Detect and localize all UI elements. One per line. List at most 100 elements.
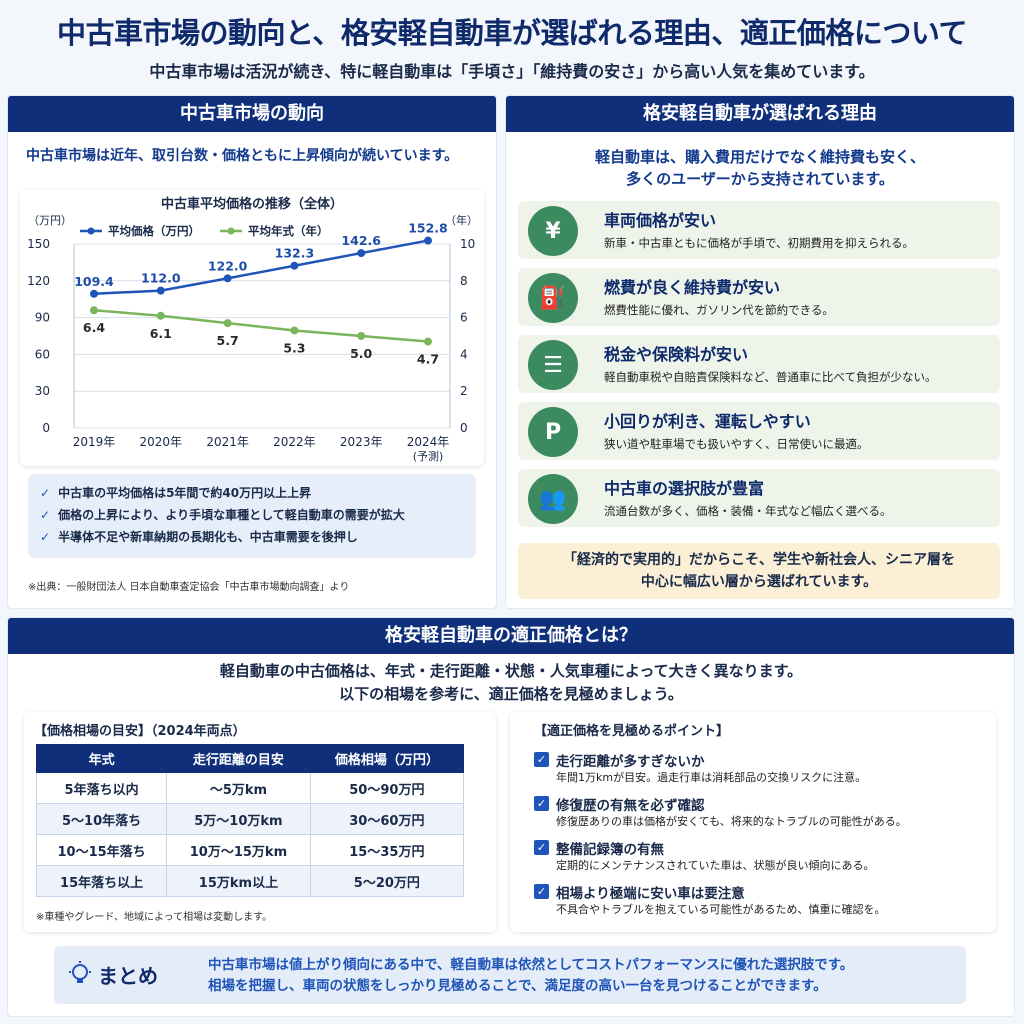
x-tick-label: 2020年 <box>140 435 183 449</box>
y-right-tick-label: 8 <box>460 274 468 288</box>
y-right-tick-label: 4 <box>460 347 468 361</box>
point-desc: 不具合やトラブルを抱えている可能性があるため、慎重に確認を。 <box>556 903 886 916</box>
reason-desc: 軽自動車税や自賠責保険料など、普通車に比べて負担が少ない。 <box>604 370 937 384</box>
y-left-tick-label: 0 <box>42 421 50 435</box>
check-icon: ✓ <box>40 486 51 500</box>
table-note: ※車種やグレード、地域によって相場は変動します。 <box>36 912 273 923</box>
checkbox-icon: ✓ <box>534 884 549 899</box>
reason-desc: 流通台数が多く、価格・装備・年式など幅広く選べる。 <box>604 504 892 518</box>
table-row: 15年落ち以上 15万km以上 5〜20万円 <box>35 865 465 897</box>
point-title: 走行距離が多すぎないか <box>556 754 705 770</box>
reasons-note: 「経済的で実用的」だからこそ、学生や新社会人、シニア層を 中心に幅広い層から選ば… <box>518 543 1000 599</box>
data-label: 152.8 <box>408 221 448 236</box>
pricing-lead-line: 以下の相場を参考に、適正価格を見極めましょう。 <box>339 685 683 703</box>
table-cell: 15〜35万円 <box>309 834 465 866</box>
chart-svg: 中古車平均価格の推移（全体） （万円） （年） 平均価格（万円） 平均年式（年） 0 30 6… <box>27 196 478 463</box>
point-desc: 修復歴ありの車は価格が安くても、将来的なトラブルの可能性がある。 <box>556 815 907 828</box>
reasons-heading: 格安軽自動車が選ばれる理由 <box>506 96 1014 132</box>
data-label: 109.4 <box>74 274 114 289</box>
summary-text: 中古車市場は値上がり傾向にある中で、軽自動車は依然としてコストパフォーマンスに優… <box>208 955 853 997</box>
table-cell: 5年落ち以内 <box>35 772 168 804</box>
pricing-heading: 格安軽自動車の適正価格とは？ <box>8 618 1014 654</box>
checkbox-icon: ✓ <box>534 752 549 767</box>
market-lead: 中古車市場は近年、取引台数・価格ともに上昇傾向が続いています。 <box>26 148 459 164</box>
table-cell: 5万〜10万km <box>166 803 311 835</box>
data-label: 112.0 <box>141 271 181 286</box>
summary-line: 相場を把握し、車両の状態をしっかり見極めることで、満足度の高い一台を見つけること… <box>208 978 827 994</box>
table-cell: 15万km以上 <box>166 865 311 897</box>
market-bullets: ✓ 中古車の平均価格は5年間で約40万円以上上昇 ✓ 価格の上昇により、より手頃な車… <box>28 474 476 558</box>
data-label: 6.1 <box>150 326 172 341</box>
y-right-tick-label: 2 <box>460 384 468 398</box>
chart-title: 中古車平均価格の推移（全体） <box>161 196 343 212</box>
reason-item-tax: ☰ 税金や保険料が安い 軽自動車税や自賠責保険料など、普通車に比べて負担が少ない… <box>518 335 1000 393</box>
data-point <box>90 306 98 315</box>
table-header-row: 年式 走行距離の目安 価格相場（万円） <box>35 744 465 773</box>
pricing-lead: 軽自動車の中古価格は、年式・走行距離・状態・人気車種によって大きく異なります。 … <box>8 660 1014 706</box>
reason-title: 燃費が良く維持費が安い <box>604 278 781 297</box>
column-header: 年式 <box>35 744 168 773</box>
reasons-lead-line: 多くのユーザーから支持されています。 <box>626 170 894 188</box>
point-title: 修復歴の有無を必ず確認 <box>556 798 705 814</box>
market-heading: 中古車市場の動向 <box>8 96 496 132</box>
x-tick-label: 2019年 <box>73 435 116 449</box>
points-title: 【適正価格を見極めるポイント】 <box>534 724 730 739</box>
table-cell: 5〜20万円 <box>309 865 465 897</box>
data-label: 132.3 <box>275 246 315 261</box>
table-cell: 10万〜15万km <box>166 834 311 866</box>
table-row: 10〜15年落ち 10万〜15万km 15〜35万円 <box>35 834 465 866</box>
reason-item-handling: P 小回りが利き、運転しやすい 狭い道や駐車場でも扱いやすく、日常使いに最適。 <box>518 402 1000 460</box>
checkbox-icon: ✓ <box>534 796 549 811</box>
y-left-tick-label: 120 <box>27 274 50 288</box>
point-title: 相場より極端に安い車は要注意 <box>556 886 745 902</box>
data-point <box>424 236 432 245</box>
y-right-tick-label: 10 <box>460 237 475 251</box>
summary-box: まとめ 中古車市場は値上がり傾向にある中で、軽自動車は依然としてコストパフォーマ… <box>54 946 966 1004</box>
reason-desc: 新車・中古車ともに価格が手頃で、初期費用を抑えられる。 <box>604 236 915 250</box>
document-icon: ☰ <box>528 340 578 390</box>
legend-marker <box>227 227 235 235</box>
data-point <box>223 319 232 328</box>
y-left-tick-label: 30 <box>35 384 50 398</box>
points-card <box>510 712 996 932</box>
source-note: ※出典：一般財団法人 日本自動車査定協会「中古車市場動向調査」より <box>28 582 350 593</box>
legend-entry: 平均価格（万円） <box>108 224 200 238</box>
x-tick-label: 2022年 <box>273 435 316 449</box>
column-header: 走行距離の目安 <box>166 744 311 773</box>
price-table: 年式 走行距離の目安 価格相場（万円） 5年落ち以内 〜5万km 50〜90万円… <box>35 744 465 897</box>
table-cell: 15年落ち以上 <box>35 865 168 897</box>
series-line-1 <box>93 239 429 296</box>
y-left-tick-label: 150 <box>27 237 50 251</box>
yen-icon: ¥ <box>528 206 578 256</box>
reason-title: 中古車の選択肢が豊富 <box>604 479 765 498</box>
legend-marker <box>87 227 95 235</box>
summary-label: まとめ <box>98 964 158 988</box>
y-left-unit: （万円） <box>28 214 72 227</box>
table-title: 【価格相場の目安】（2024年両点） <box>34 724 246 739</box>
table-cell: 〜5万km <box>166 772 311 804</box>
table-cell: 30〜60万円 <box>309 803 465 835</box>
bullet-item: ✓ 半導体不足や新車納期の長期化も、中古車需要を後押し <box>40 530 358 544</box>
data-label: 5.3 <box>283 340 305 355</box>
reason-desc: 燃費性能に優れ、ガソリン代を節約できる。 <box>604 303 834 317</box>
reason-title: 車両価格が安い <box>604 211 717 230</box>
point-desc: 年間1万kmが目安。過走行車は消耗部品の交換リスクに注意。 <box>556 771 867 784</box>
reasons-note-line: 「経済的で実用的」だからこそ、学生や新社会人、シニア層を <box>563 552 955 568</box>
data-label: 5.7 <box>217 333 239 348</box>
summary-line: 中古車市場は値上がり傾向にある中で、軽自動車は依然としてコストパフォーマンスに優… <box>208 957 854 973</box>
data-point <box>424 337 432 346</box>
data-point <box>156 286 165 295</box>
checkbox-icon: ✓ <box>534 840 549 855</box>
table-cell: 50〜90万円 <box>309 772 465 804</box>
data-label: 6.4 <box>83 320 105 335</box>
reason-item-price: ¥ 車両価格が安い 新車・中古車ともに価格が手頃で、初期費用を抑えられる。 <box>518 201 1000 259</box>
page-subtitle: 中古車市場は活況が続き、特に軽自動車は「手頃さ」「維持費の安さ」から高い人気を集… <box>149 62 875 81</box>
reason-item-choice: 👥 中古車の選択肢が豊富 流通台数が多く、価格・装備・年式など幅広く選べる。 <box>518 469 1000 527</box>
reasons-note-line: 中心に幅広い層から選ばれています。 <box>640 574 878 590</box>
parking-icon: P <box>528 407 578 457</box>
point-title: 整備記録簿の有無 <box>556 842 664 858</box>
page-title: 中古車市場の動向と、格安軽自動車が選ばれる理由、適正価格について <box>57 16 967 50</box>
reason-title: 税金や保険料が安い <box>604 345 749 364</box>
data-point <box>223 274 232 283</box>
pricing-lead-line: 軽自動車の中古価格は、年式・走行距離・状態・人気車種によって大きく異なります。 <box>219 662 803 680</box>
